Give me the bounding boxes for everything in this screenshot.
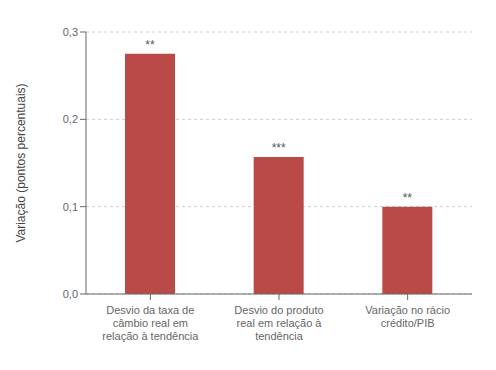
svg-text:0,3: 0,3 xyxy=(63,26,78,38)
svg-text:0,0: 0,0 xyxy=(63,288,78,300)
svg-text:**: ** xyxy=(145,38,155,52)
svg-text:Desvio da taxa decâmbio real e: Desvio da taxa decâmbio real emrelação à… xyxy=(102,304,199,342)
svg-text:0,1: 0,1 xyxy=(63,201,78,213)
svg-text:0,2: 0,2 xyxy=(63,113,78,125)
svg-text:***: *** xyxy=(272,141,286,155)
svg-text:Variação (pontos percentuais): Variação (pontos percentuais) xyxy=(14,83,28,242)
svg-text:**: ** xyxy=(403,191,413,205)
svg-text:Desvio do produtoreal em relaç: Desvio do produtoreal em relação àtendên… xyxy=(234,304,323,342)
svg-text:Variação no ráciocrédito/PIB: Variação no ráciocrédito/PIB xyxy=(365,304,450,329)
